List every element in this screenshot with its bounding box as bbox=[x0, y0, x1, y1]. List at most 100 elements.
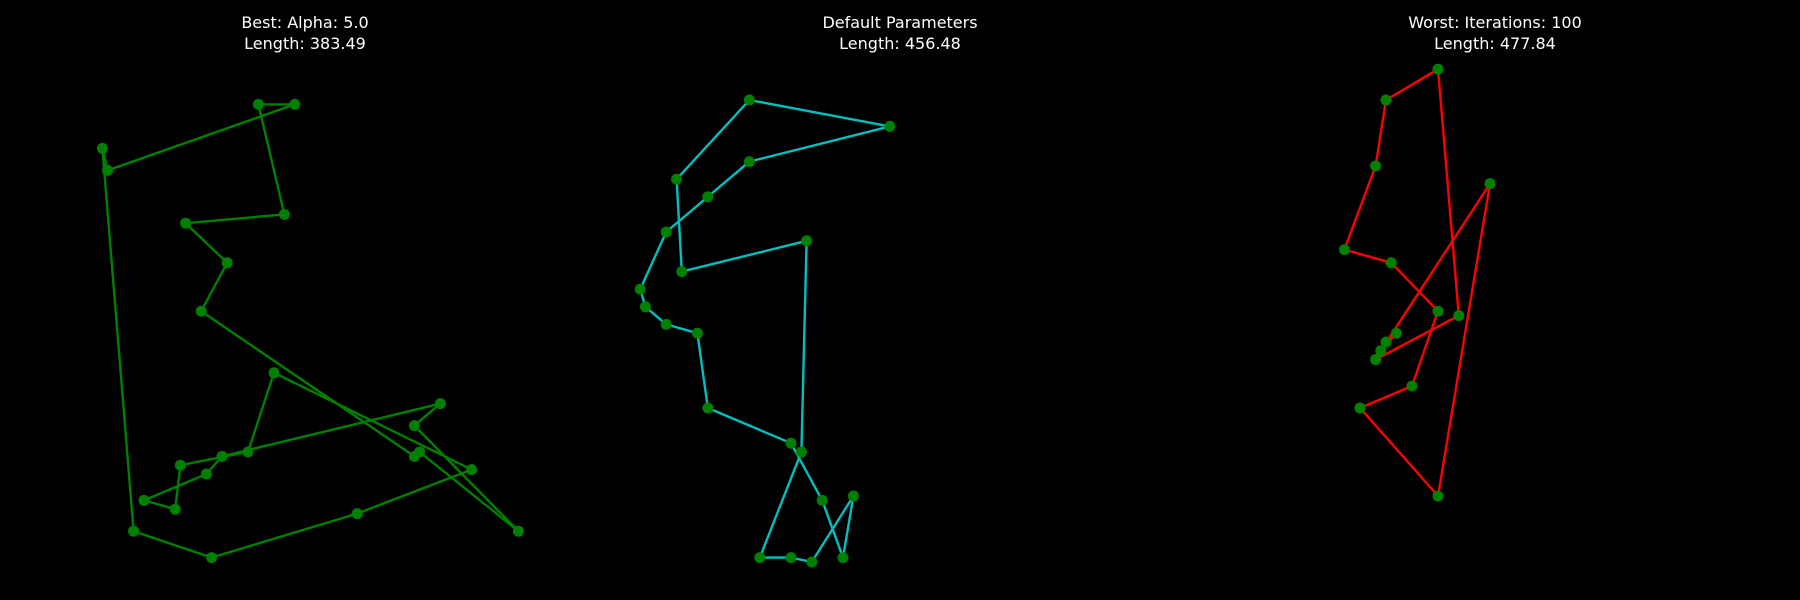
route-segment bbox=[1358, 384, 1414, 410]
city-point bbox=[785, 552, 797, 564]
route-segment bbox=[675, 177, 683, 273]
city-point bbox=[351, 508, 363, 520]
panel-best: Best: Alpha: 5.0 Length: 383.49 bbox=[96, 13, 524, 564]
panel-title-line-1: Default Parameters bbox=[822, 13, 977, 32]
city-point bbox=[96, 142, 108, 154]
city-point bbox=[847, 490, 859, 502]
route-segment bbox=[220, 402, 442, 458]
city-point bbox=[195, 305, 207, 317]
city-point bbox=[1453, 310, 1465, 322]
route-segment bbox=[800, 239, 808, 454]
route-segment bbox=[680, 239, 808, 273]
panel-title-line-2: Length: 383.49 bbox=[244, 34, 366, 53]
route-segment bbox=[665, 195, 709, 234]
city-point bbox=[434, 398, 446, 410]
route-segment bbox=[758, 450, 803, 559]
route-segment bbox=[418, 450, 520, 533]
city-point bbox=[1484, 178, 1496, 190]
route-segment bbox=[257, 103, 286, 216]
route-segment bbox=[173, 464, 182, 511]
route-segment bbox=[696, 332, 709, 410]
city-point bbox=[634, 283, 646, 295]
panel-title-line-2: Length: 456.48 bbox=[839, 34, 961, 53]
city-point bbox=[743, 94, 755, 106]
city-point bbox=[1406, 380, 1418, 392]
city-point bbox=[785, 437, 797, 449]
city-point bbox=[200, 468, 212, 480]
route-segment bbox=[1343, 248, 1393, 264]
city-point bbox=[702, 402, 714, 414]
city-point bbox=[1432, 490, 1444, 502]
route-segment bbox=[1358, 406, 1440, 498]
city-point bbox=[806, 556, 818, 568]
panel-title-line-1: Worst: Iterations: 100 bbox=[1408, 13, 1582, 32]
city-point bbox=[660, 318, 672, 330]
city-point bbox=[1432, 305, 1444, 317]
city-point bbox=[837, 552, 849, 564]
route-segment bbox=[1374, 98, 1388, 168]
route-segment bbox=[810, 494, 855, 564]
route-segment bbox=[413, 424, 520, 533]
route-segment bbox=[748, 125, 891, 163]
city-point bbox=[1390, 327, 1402, 339]
panel-title-line-1: Best: Alpha: 5.0 bbox=[241, 13, 368, 32]
route-segment bbox=[184, 213, 286, 225]
panel-default: Default Parameters Length: 456.48 bbox=[634, 13, 978, 568]
route-segment bbox=[748, 98, 891, 128]
route-segment bbox=[272, 371, 473, 471]
city-point bbox=[242, 446, 254, 458]
city-point bbox=[466, 464, 478, 476]
route-segment bbox=[132, 530, 213, 559]
city-point bbox=[221, 257, 233, 269]
route-segment bbox=[199, 261, 229, 313]
city-point bbox=[289, 98, 301, 110]
route-marks bbox=[634, 94, 896, 568]
city-point bbox=[1375, 345, 1387, 357]
city-point bbox=[1432, 63, 1444, 75]
panel-title-line-2: Length: 477.84 bbox=[1434, 34, 1556, 53]
city-point bbox=[1354, 402, 1366, 414]
city-point bbox=[216, 450, 228, 462]
city-point bbox=[278, 208, 290, 220]
panel-worst: Worst: Iterations: 100 Length: 477.84 bbox=[1338, 13, 1582, 502]
route-segment bbox=[101, 147, 135, 533]
city-point bbox=[1338, 244, 1350, 256]
city-point bbox=[795, 446, 807, 458]
city-point bbox=[1380, 336, 1392, 348]
route-segment bbox=[1374, 314, 1461, 361]
city-point bbox=[138, 494, 150, 506]
city-point bbox=[174, 459, 186, 471]
route-marks bbox=[1338, 63, 1496, 502]
city-point bbox=[1370, 354, 1382, 366]
city-point bbox=[1370, 160, 1382, 172]
city-point bbox=[1380, 94, 1392, 106]
city-point bbox=[252, 98, 264, 110]
city-point bbox=[408, 420, 420, 432]
route-segment bbox=[179, 450, 250, 467]
route-segment bbox=[142, 472, 208, 502]
city-point bbox=[801, 235, 813, 247]
route-segment bbox=[1436, 67, 1461, 317]
city-point bbox=[676, 266, 688, 278]
city-point bbox=[102, 164, 114, 176]
route-segment bbox=[1343, 164, 1377, 251]
city-point bbox=[512, 525, 524, 537]
route-segment bbox=[1436, 182, 1492, 498]
city-point bbox=[743, 156, 755, 168]
route-segment bbox=[246, 371, 276, 454]
route-segment bbox=[1389, 261, 1440, 313]
city-point bbox=[639, 301, 651, 313]
route-segment bbox=[413, 402, 442, 427]
city-point bbox=[660, 226, 672, 238]
route-segment bbox=[106, 103, 296, 172]
route-segment bbox=[706, 406, 793, 445]
route-segment bbox=[1384, 67, 1440, 102]
city-point bbox=[702, 191, 714, 203]
city-point bbox=[169, 503, 181, 515]
city-point bbox=[816, 494, 828, 506]
city-point bbox=[671, 173, 683, 185]
route-segment bbox=[1410, 310, 1440, 388]
city-point bbox=[884, 120, 896, 132]
